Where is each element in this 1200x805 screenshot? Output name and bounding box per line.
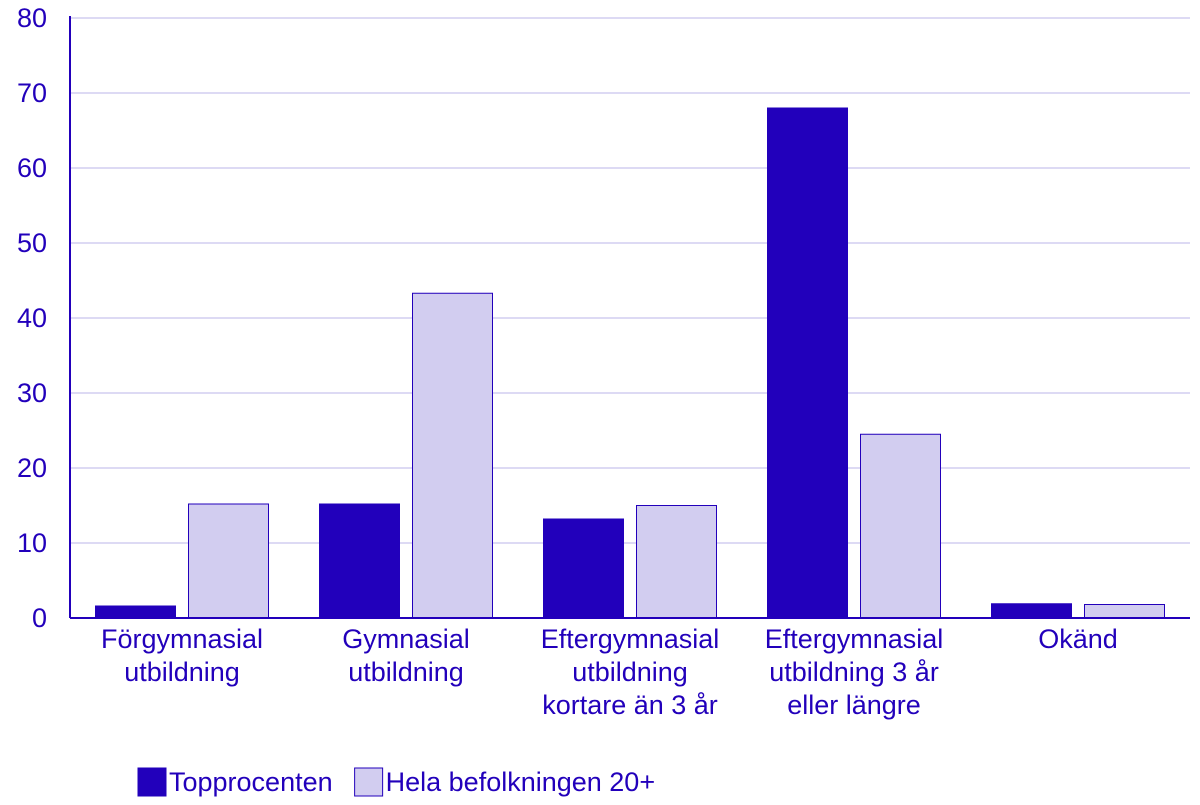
x-tick-label-line: utbildning <box>572 657 688 687</box>
x-tick-label-line: Eftergymnasial <box>541 624 720 654</box>
y-tick-label: 0 <box>32 603 47 633</box>
bar-topprocenten <box>543 518 624 619</box>
x-tick-label: Förgymnasial utbildning <box>101 624 263 687</box>
legend-label: Topprocenten <box>169 767 333 797</box>
x-tick-label-line: utbildning <box>348 657 464 687</box>
bar-hela-befolkningen <box>412 292 493 619</box>
x-tick-label: Okänd <box>1038 624 1118 654</box>
x-tick-label: Eftergymnasial utbildning 3 år eller längr… <box>765 624 944 720</box>
y-tick-label: 10 <box>17 528 47 558</box>
bar-topprocenten <box>319 503 400 619</box>
x-tick-label-line: eller längre <box>787 690 921 720</box>
y-tick-label: 50 <box>17 228 47 258</box>
x-tick-label-line: Förgymnasial <box>101 624 263 654</box>
y-tick-label: 80 <box>17 3 47 33</box>
x-tick-label: Gymnasial utbildning <box>342 624 470 687</box>
bar-topprocenten <box>991 603 1072 619</box>
x-tick-label-line: Okänd <box>1038 624 1118 654</box>
x-tick-label-line: Eftergymnasial <box>765 624 944 654</box>
y-tick-label: 60 <box>17 153 47 183</box>
bar-hela-befolkningen <box>188 503 269 619</box>
legend-swatch <box>137 767 167 797</box>
bar-hela-befolkningen <box>636 505 717 619</box>
y-tick-label: 20 <box>17 453 47 483</box>
bar-topprocenten <box>767 107 848 619</box>
y-tick-label: 70 <box>17 78 47 108</box>
bar-hela-befolkningen <box>1084 604 1165 619</box>
legend-label: Hela befolkningen 20+ <box>386 767 655 797</box>
x-tick-label-line: utbildning 3 år <box>769 657 939 687</box>
legend-swatch <box>354 767 384 797</box>
x-tick-label-line: Gymnasial <box>342 624 470 654</box>
bar-hela-befolkningen <box>860 433 941 619</box>
x-tick-label: Eftergymnasial utbildning kortare än 3 år <box>541 624 720 720</box>
y-tick-label: 40 <box>17 303 47 333</box>
x-tick-label-line: utbildning <box>124 657 240 687</box>
y-tick-label: 30 <box>17 378 47 408</box>
bar-topprocenten <box>95 605 176 619</box>
x-tick-label-line: kortare än 3 år <box>542 690 718 720</box>
